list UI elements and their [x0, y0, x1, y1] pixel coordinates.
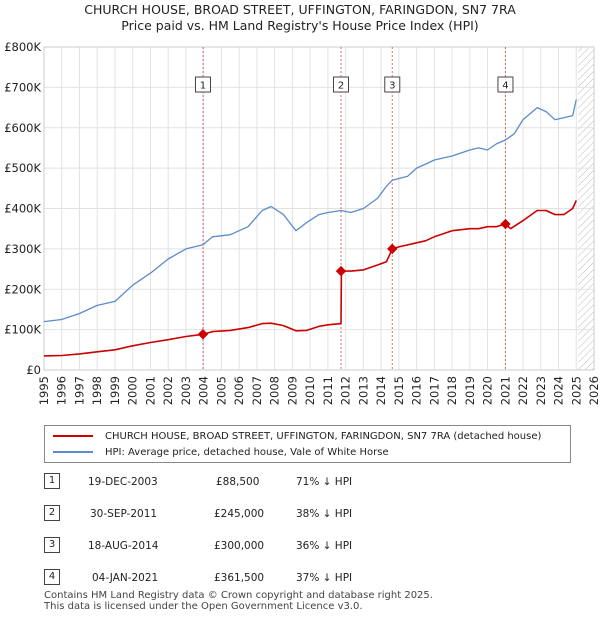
table-row: 1 19-DEC-2003 £88,500 71% ↓ HPI [44, 472, 464, 492]
y-tick-label: £700K [4, 80, 41, 94]
hpi-line [43, 99, 577, 323]
x-tick-label: 2026 [587, 376, 600, 405]
transaction-marker [335, 265, 347, 277]
sale-date: 04-JAN-2021 [92, 572, 159, 584]
x-tick-label: 2023 [534, 376, 548, 405]
legend-swatch-hpi [53, 451, 93, 453]
price-chart: £0 £100K £200K £300K £400K £500K £600K £700K £80… [4, 40, 600, 405]
legend-entry-price: CHURCH HOUSE, BROAD STREET, UFFINGTON, F… [53, 429, 541, 443]
table-row: 2 30-SEP-2011 £245,000 38% ↓ HPI [44, 504, 464, 524]
y-tick-label: £200K [4, 282, 41, 296]
sale-date: 19-DEC-2003 [88, 476, 158, 488]
transaction-number-box [194, 76, 211, 93]
y-tick-label: £600K [4, 121, 41, 135]
sale-number: 3 [44, 537, 60, 553]
sale-price: £300,000 [214, 540, 265, 552]
transaction-number-label: 4 [502, 81, 508, 92]
x-tick-label: 2019 [463, 376, 477, 405]
sale-price: £245,000 [214, 508, 265, 520]
y-tick-label: £300K [4, 242, 41, 256]
x-tick-label: 2002 [161, 376, 175, 405]
transaction-number-box [384, 76, 401, 93]
x-tick-label: 1997 [72, 376, 86, 405]
sale-hpi: 71% ↓ HPI [296, 476, 353, 488]
x-tick-label: 2025 [569, 376, 583, 405]
legend: CHURCH HOUSE, BROAD STREET, UFFINGTON, F… [44, 425, 571, 463]
sale-number: 4 [44, 569, 60, 585]
price-paid-line [43, 200, 578, 357]
sale-hpi: 38% ↓ HPI [296, 508, 353, 520]
x-tick-label: 2021 [498, 376, 512, 405]
x-tick-label: 2012 [339, 376, 353, 405]
plot-frame [43, 46, 595, 371]
x-tick-label: 1996 [55, 376, 69, 405]
x-tick-label: 2017 [427, 376, 441, 405]
footer-licence: This data is licensed under the Open Gov… [44, 601, 363, 612]
legend-label-price: CHURCH HOUSE, BROAD STREET, UFFINGTON, F… [105, 430, 542, 442]
legend-label-hpi: HPI: Average price, detached house, Vale… [105, 446, 389, 458]
transaction-number-box [333, 76, 349, 93]
x-tick-label: 1995 [37, 376, 51, 405]
y-tick-label: £800K [4, 40, 41, 54]
x-tick-label: 2015 [392, 376, 406, 405]
sale-date: 30-SEP-2011 [90, 508, 158, 520]
sale-date: 18-AUG-2014 [88, 540, 159, 552]
footer: Contains HM Land Registry data © Crown c… [44, 590, 433, 612]
x-tick-label: 2004 [197, 376, 211, 405]
y-tick-label: £400K [4, 202, 41, 216]
x-tick-label: 2000 [126, 376, 140, 405]
x-tick-label: 2003 [179, 376, 193, 405]
sale-price: £361,500 [214, 572, 265, 584]
table-row: 3 18-AUG-2014 £300,000 36% ↓ HPI [44, 536, 464, 556]
x-tick-label: 2011 [321, 376, 335, 405]
sale-hpi: 37% ↓ HPI [296, 572, 353, 584]
transaction-marker [500, 218, 511, 230]
sale-number: 2 [44, 505, 60, 521]
x-tick-label: 2016 [410, 376, 424, 405]
transaction-number-label: 2 [338, 81, 344, 92]
y-tick-label: £100K [4, 323, 41, 337]
x-tick-label: 2024 [552, 376, 566, 405]
x-tick-label: 2005 [214, 376, 228, 405]
x-tick-label: 2007 [250, 376, 264, 405]
x-tick-label: 2022 [516, 376, 530, 405]
y-tick-label: £500K [4, 161, 41, 175]
legend-swatch-price [53, 435, 93, 437]
transaction-number-label: 1 [200, 81, 206, 92]
transaction-number-box [497, 76, 514, 93]
transaction-number-label: 3 [389, 81, 395, 92]
table-row: 4 04-JAN-2021 £361,500 37% ↓ HPI [44, 568, 464, 588]
transaction-marker [197, 329, 209, 340]
x-tick-label: 2006 [232, 376, 246, 405]
x-tick-label: 2001 [143, 376, 157, 405]
chart-subtitle: Price paid vs. HM Land Registry's House … [121, 18, 479, 33]
x-tick-label: 2014 [374, 376, 388, 405]
footer-copyright: Contains HM Land Registry data © Crown c… [44, 590, 433, 601]
x-tick-label: 2020 [481, 376, 495, 405]
y-tick-label: £0 [26, 363, 41, 377]
x-tick-label: 2008 [268, 376, 282, 405]
x-tick-label: 2009 [285, 376, 299, 405]
x-tick-label: 2018 [445, 376, 459, 405]
x-tick-label: 2013 [356, 376, 370, 405]
legend-entry-hpi: HPI: Average price, detached house, Vale… [53, 445, 389, 459]
x-tick-label: 2010 [303, 376, 317, 405]
x-tick-label: 1999 [108, 376, 122, 405]
chart-title: CHURCH HOUSE, BROAD STREET, UFFINGTON, F… [84, 2, 516, 17]
sale-number: 1 [44, 473, 60, 489]
x-tick-label: 1998 [90, 376, 104, 405]
transaction-marker [387, 243, 398, 255]
sale-hpi: 36% ↓ HPI [296, 540, 353, 552]
sale-price: £88,500 [216, 476, 260, 488]
